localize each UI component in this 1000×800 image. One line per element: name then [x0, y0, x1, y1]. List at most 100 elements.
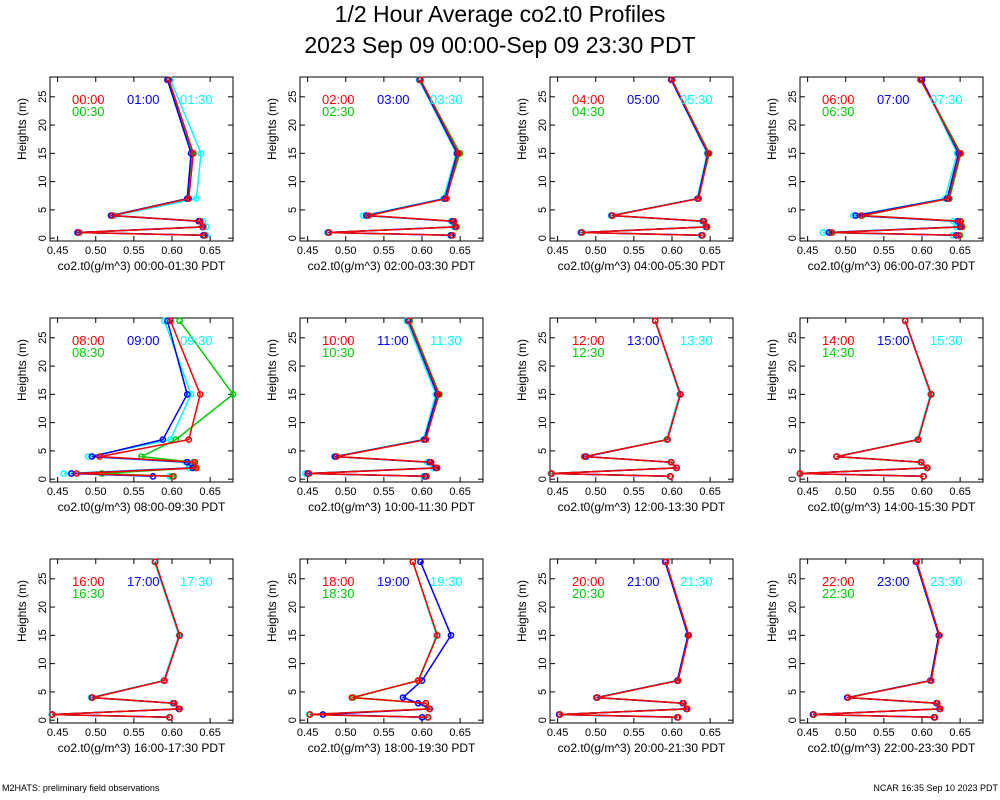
series-line-18:00 — [309, 561, 439, 719]
legend-entry-20:30: 20:30 — [572, 586, 605, 601]
series-line-15:30 — [799, 320, 932, 478]
data-point — [956, 217, 964, 225]
x-tick-label: 0.45 — [47, 727, 68, 739]
y-tick-label: 15 — [37, 147, 49, 159]
data-point — [673, 464, 680, 472]
x-tick-label: 0.45 — [47, 486, 68, 498]
x-tick-label: 0.65 — [699, 727, 720, 739]
data-point — [191, 458, 199, 466]
x-tick-label: 0.65 — [699, 245, 720, 257]
x-axis-label: co2.t0(g/m^3) 00:00-01:30 PDT — [58, 259, 226, 273]
data-point — [703, 223, 711, 231]
data-point — [164, 317, 171, 325]
y-tick-label: 20 — [37, 119, 49, 131]
data-point — [447, 631, 455, 639]
y-tick-label: 0 — [287, 476, 299, 482]
x-tick-label: 0.55 — [123, 727, 144, 739]
y-tick-label: 15 — [787, 147, 799, 159]
x-tick-label: 0.65 — [949, 486, 970, 498]
legend-entry-08:00: 08:00 — [72, 333, 105, 348]
x-tick-label: 0.65 — [449, 486, 470, 498]
x-axis-label: co2.t0(g/m^3) 02:00-03:30 PDT — [308, 259, 476, 273]
y-tick-label: 10 — [37, 657, 49, 669]
y-tick-label: 15 — [537, 388, 549, 400]
data-point — [450, 217, 458, 225]
y-tick-label: 10 — [37, 175, 49, 187]
legend-entry-16:30: 16:30 — [72, 586, 105, 601]
series-line-08:00 — [76, 320, 201, 478]
x-tick-label: 0.60 — [161, 245, 182, 257]
legend-entry-02:00: 02:00 — [322, 92, 355, 107]
x-tick-label: 0.60 — [661, 245, 682, 257]
legend-entry-10:30: 10:30 — [322, 345, 355, 360]
data-point — [75, 229, 83, 236]
legend-entry-23:30: 23:30 — [930, 574, 963, 589]
y-tick-label: 25 — [787, 332, 799, 344]
legend-entry-05:00: 05:00 — [627, 92, 660, 107]
data-point — [667, 458, 675, 466]
x-tick-label: 0.55 — [373, 727, 394, 739]
legend-entry-22:30: 22:30 — [822, 586, 855, 601]
data-point — [176, 631, 183, 639]
x-tick-label: 0.65 — [449, 245, 470, 257]
data-point — [958, 223, 966, 231]
series-line-04:00 — [581, 79, 710, 237]
x-tick-label: 0.50 — [335, 727, 356, 739]
legend-entry-13:00: 13:00 — [627, 333, 660, 348]
data-point — [936, 631, 943, 639]
data-point — [917, 458, 925, 466]
profile-chart-4: 0.45 0.50 0.55 0.60 0.65 0 5 10 15 20 25 co2.t0(g/m… — [15, 317, 237, 514]
y-tick-label: 15 — [287, 629, 299, 641]
profile-chart-1: 0.45 0.50 0.55 0.60 0.65 0 5 10 15 20 25 co2.t0(g/m… — [265, 76, 484, 273]
data-point — [677, 390, 684, 398]
x-tick-label: 0.60 — [411, 727, 432, 739]
data-point — [662, 558, 670, 566]
data-point — [593, 694, 601, 701]
profile-chart-5: 0.45 0.50 0.55 0.60 0.65 0 5 10 15 20 25 co2.t0(g/m… — [265, 317, 484, 514]
plot-frame — [799, 317, 984, 483]
data-point — [422, 436, 430, 443]
series-line-12:30 — [551, 320, 682, 478]
plot-frame — [549, 76, 734, 242]
legend-entry-22:00: 22:00 — [822, 574, 855, 589]
x-tick-label: 0.55 — [873, 245, 894, 257]
legend-entry-01:00: 01:00 — [127, 92, 160, 107]
data-point — [73, 470, 81, 477]
legend-entry-17:00: 17:00 — [127, 574, 160, 589]
profile-chart-9: 0.45 0.50 0.55 0.60 0.65 0 5 10 15 20 25 co2.t0(g/m… — [265, 558, 484, 755]
data-point — [825, 229, 833, 236]
data-point — [683, 705, 691, 713]
x-tick-label: 0.55 — [873, 486, 894, 498]
footer-left-note: M2HATS: preliminary field observations — [2, 783, 160, 793]
data-point — [193, 195, 200, 202]
x-tick-label: 0.60 — [411, 245, 432, 257]
data-point — [176, 317, 183, 325]
y-axis-label: Heights (m) — [765, 98, 779, 160]
data-point — [159, 436, 167, 443]
data-point — [923, 464, 931, 472]
y-tick-label: 5 — [787, 689, 799, 695]
series-line-12:00 — [551, 320, 682, 478]
legend-entry-16:00: 16:00 — [72, 574, 105, 589]
legend-entry-10:00: 10:00 — [322, 333, 355, 348]
data-point — [927, 677, 935, 684]
data-point — [109, 212, 116, 219]
y-tick-label: 25 — [287, 573, 299, 585]
x-tick-label: 0.50 — [335, 245, 356, 257]
data-point — [685, 631, 693, 639]
data-point — [433, 631, 441, 639]
legend-entry-20:00: 20:00 — [572, 574, 605, 589]
data-point — [348, 694, 356, 701]
y-tick-label: 5 — [37, 689, 49, 695]
data-point — [199, 223, 207, 231]
x-tick-label: 0.60 — [661, 486, 682, 498]
plot-frame — [799, 76, 984, 242]
y-tick-label: 0 — [287, 717, 299, 723]
y-tick-label: 10 — [287, 657, 299, 669]
x-tick-label: 0.60 — [161, 486, 182, 498]
data-point — [170, 472, 177, 480]
data-point — [917, 76, 924, 84]
y-tick-label: 10 — [37, 416, 49, 428]
y-axis-label: Heights (m) — [15, 339, 29, 401]
legend-entry-06:30: 06:30 — [822, 104, 855, 119]
